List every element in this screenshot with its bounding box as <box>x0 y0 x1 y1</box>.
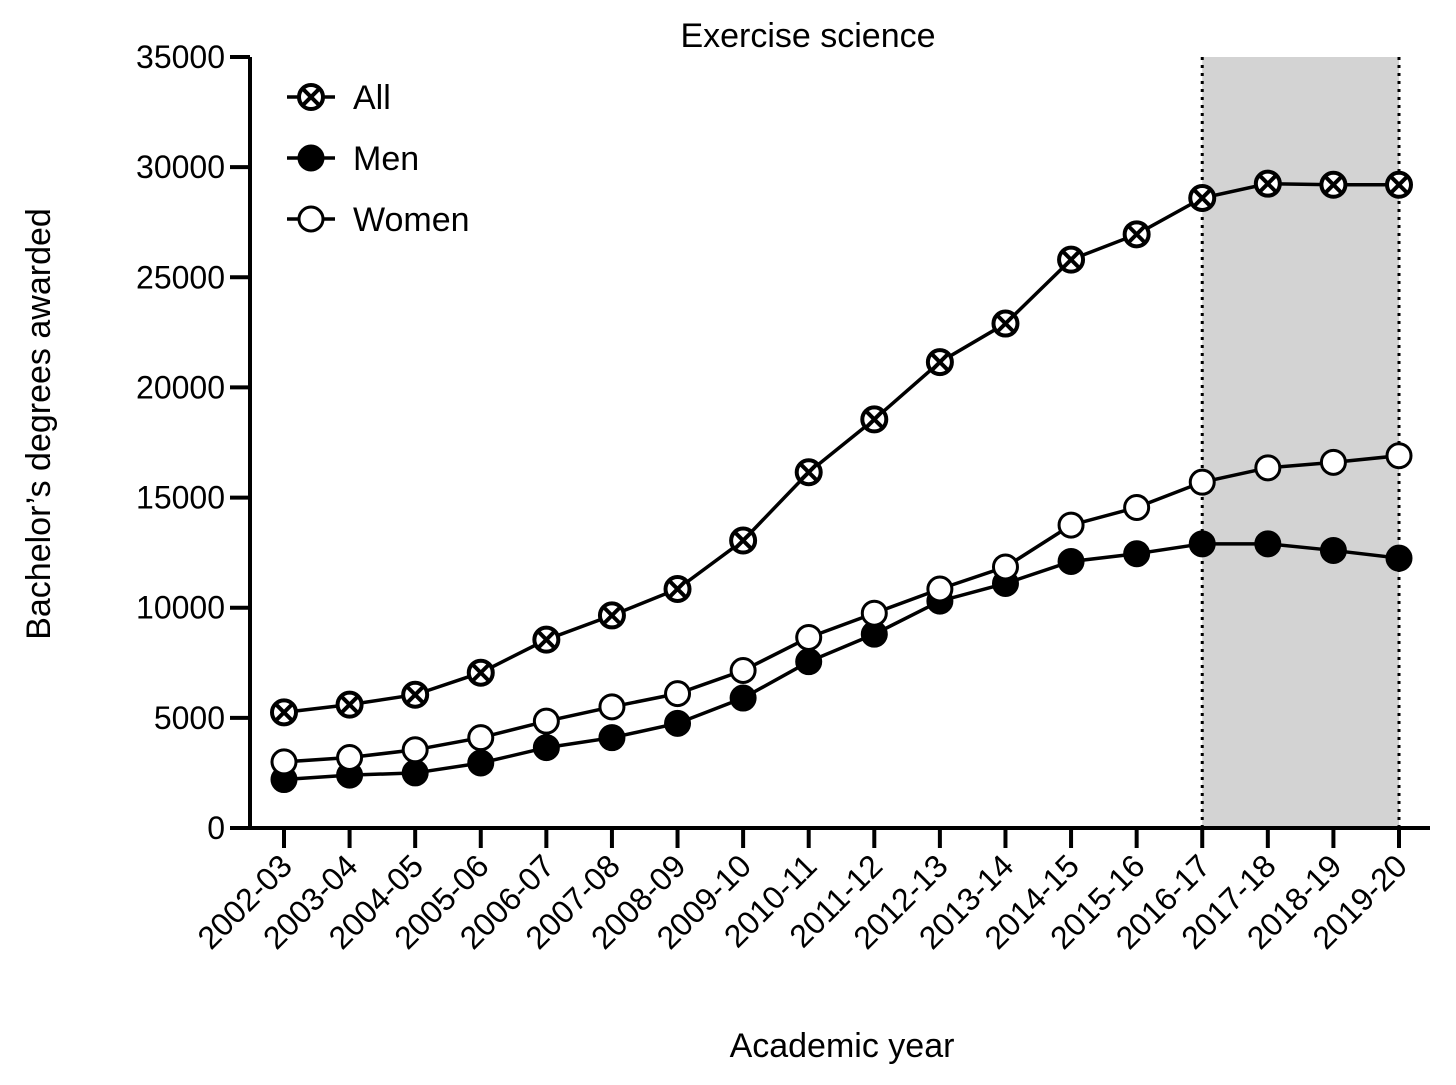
data-point-all <box>925 348 954 377</box>
data-point-all <box>1122 220 1151 249</box>
series-men <box>270 530 1413 794</box>
y-tick-label: 5000 <box>154 700 225 736</box>
legend-marker-men <box>297 144 325 172</box>
data-point-all <box>663 574 692 603</box>
data-point-men <box>532 734 560 762</box>
data-point-men <box>401 759 429 787</box>
data-point-men <box>1123 540 1151 568</box>
data-point-women <box>991 553 1019 581</box>
data-point-all <box>1319 170 1348 199</box>
data-point-women <box>336 744 364 772</box>
data-point-men <box>467 749 495 777</box>
data-point-all <box>466 658 495 687</box>
data-point-men <box>598 724 626 752</box>
data-point-women <box>1254 454 1282 482</box>
y-tick-label: 35000 <box>136 39 225 75</box>
data-point-women <box>401 736 429 764</box>
legend-item-all: All <box>287 79 391 117</box>
data-point-all <box>270 698 298 727</box>
data-point-women <box>467 724 495 752</box>
data-point-all <box>597 601 626 630</box>
legend-label: All <box>353 79 391 117</box>
data-point-women <box>729 656 757 684</box>
series-women <box>270 442 1413 776</box>
data-point-all <box>401 680 430 709</box>
data-point-all <box>532 625 561 654</box>
data-point-women <box>270 748 298 776</box>
series-all <box>270 169 1413 727</box>
data-point-men <box>1385 544 1413 572</box>
chart-title: Exercise science <box>680 17 935 55</box>
data-point-women <box>598 693 626 721</box>
data-point-all <box>860 405 889 434</box>
data-point-all <box>335 690 364 719</box>
data-point-men <box>795 648 823 676</box>
data-point-men <box>1254 530 1282 558</box>
y-tick-label: 15000 <box>136 480 225 516</box>
data-point-all <box>1057 245 1086 274</box>
data-point-all <box>1385 170 1413 199</box>
data-point-all <box>991 309 1020 338</box>
data-point-all <box>729 526 758 555</box>
y-tick-label: 10000 <box>136 590 225 626</box>
legend-marker-women <box>297 205 325 233</box>
legend-item-women: Women <box>287 201 470 239</box>
data-point-women <box>1057 511 1085 539</box>
data-point-all <box>1188 183 1217 212</box>
legend: All Men Women <box>287 79 470 239</box>
data-point-men <box>1057 547 1085 575</box>
data-point-women <box>795 623 823 651</box>
data-point-men <box>1319 536 1347 564</box>
data-point-women <box>926 575 954 603</box>
legend-item-men: Men <box>287 140 419 178</box>
data-point-women <box>532 707 560 735</box>
data-point-men <box>664 709 692 737</box>
data-point-women <box>860 599 888 627</box>
y-tick-label: 20000 <box>136 369 225 405</box>
data-point-men <box>729 684 757 712</box>
legend-marker-all <box>297 83 325 111</box>
data-point-all <box>1253 169 1282 198</box>
legend-label: Women <box>353 201 470 239</box>
shaded-region <box>1202 57 1399 828</box>
data-point-women <box>1123 493 1151 521</box>
series-layer <box>270 169 1413 794</box>
y-tick-label: 25000 <box>136 259 225 295</box>
data-point-women <box>1319 448 1347 476</box>
data-point-all <box>794 458 823 487</box>
x-axis-title: Academic year <box>730 1027 955 1065</box>
data-point-women <box>664 680 692 708</box>
data-point-men <box>1188 530 1216 558</box>
shaded-region-layer <box>1200 57 1401 828</box>
legend-label: Men <box>353 140 419 178</box>
y-tick-label: 0 <box>207 810 225 846</box>
y-axis-title: Bachelor’s degrees awarded <box>20 208 58 640</box>
data-point-women <box>1385 442 1413 470</box>
y-tick-label: 30000 <box>136 149 225 185</box>
data-point-women <box>1188 468 1216 496</box>
